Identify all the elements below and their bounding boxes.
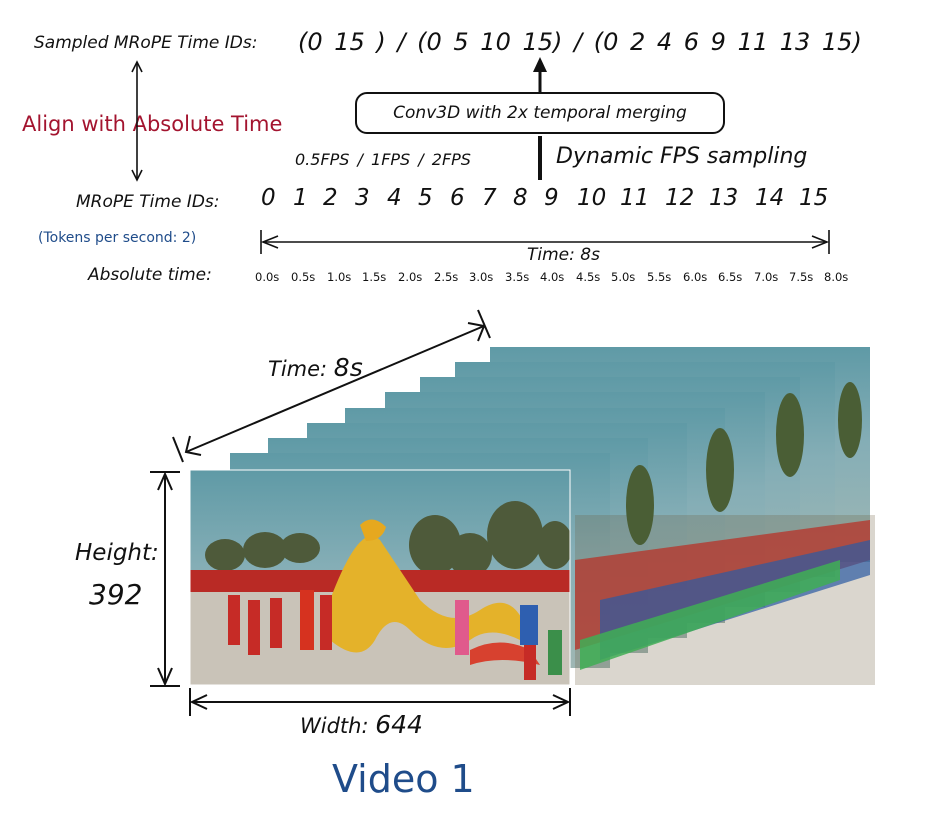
absolute-time-value: 6.0s: [683, 270, 708, 284]
time-diagonal-label: Time: 8s: [268, 353, 363, 382]
mrope-id: 4: [387, 185, 402, 211]
video-frame-stack: [189, 347, 875, 686]
mrope-id: 15: [799, 185, 829, 211]
absolute-time-value: 3.5s: [505, 270, 530, 284]
absolute-time-value: 4.0s: [540, 270, 565, 284]
sampled-mrope-ids: (0 15 ) / (0 5 10 15) / (0 2 4 6 9 11 13…: [298, 28, 862, 56]
up-arrow: [533, 57, 547, 92]
mrope-id: 8: [513, 185, 528, 211]
width-arrow: [189, 688, 571, 716]
mrope-id: 6: [450, 185, 465, 211]
align-absolute-time-label: Align with Absolute Time: [22, 112, 283, 136]
video-frame-front: [190, 470, 570, 685]
crowd-strips: [575, 382, 875, 685]
absolute-time-value: 6.5s: [718, 270, 743, 284]
mrope-id: 14: [755, 185, 785, 211]
absolute-time-value: 8.0s: [824, 270, 849, 284]
height-arrow: [150, 471, 180, 687]
absolute-time-value: 1.0s: [327, 270, 352, 284]
absolute-time-value: 1.5s: [362, 270, 387, 284]
mrope-id: 5: [418, 185, 433, 211]
absolute-time-value: 7.5s: [789, 270, 814, 284]
mrope-id: 9: [544, 185, 559, 211]
mrope-id: 11: [620, 185, 650, 211]
conv3d-box: Conv3D with 2x temporal merging: [355, 92, 725, 134]
mrope-id: 2: [323, 185, 338, 211]
dynamic-fps-label: Dynamic FPS sampling: [556, 144, 808, 169]
absolute-time-value: 3.0s: [469, 270, 494, 284]
fps-options: 0.5FPS / 1FPS / 2FPS: [295, 150, 471, 169]
mrope-id: 7: [482, 185, 497, 211]
absolute-time-value: 7.0s: [754, 270, 779, 284]
absolute-time-value: 4.5s: [576, 270, 601, 284]
mrope-id: 3: [355, 185, 370, 211]
time-span-arrow: [260, 230, 830, 254]
absolute-time-value: 0.5s: [291, 270, 316, 284]
mrope-id: 10: [577, 185, 607, 211]
time-span-label: Time: 8s: [527, 245, 600, 265]
absolute-time-value: 5.0s: [611, 270, 636, 284]
align-vertical-arrow: [131, 60, 143, 182]
absolute-time-value: 5.5s: [647, 270, 672, 284]
absolute-time-value: 2.5s: [434, 270, 459, 284]
width-label: Width: 644: [300, 710, 423, 739]
absolute-time-value: 2.0s: [398, 270, 423, 284]
mrope-id: 13: [709, 185, 739, 211]
height-label: Height:: [75, 540, 159, 566]
height-value: 392: [89, 578, 143, 611]
sampled-mrope-label: Sampled MRoPE Time IDs:: [34, 33, 258, 53]
mrope-id: 0: [261, 185, 276, 211]
mrope-time-ids-label: MRoPE Time IDs:: [76, 192, 220, 212]
video-title: Video 1: [332, 757, 475, 801]
tokens-per-second-note: (Tokens per second: 2): [38, 230, 197, 246]
mrope-id: 12: [665, 185, 695, 211]
time-diagonal-arrow: [172, 309, 491, 463]
absolute-time-label: Absolute time:: [88, 265, 212, 285]
absolute-time-value: 0.0s: [255, 270, 280, 284]
mrope-id: 1: [293, 185, 308, 211]
